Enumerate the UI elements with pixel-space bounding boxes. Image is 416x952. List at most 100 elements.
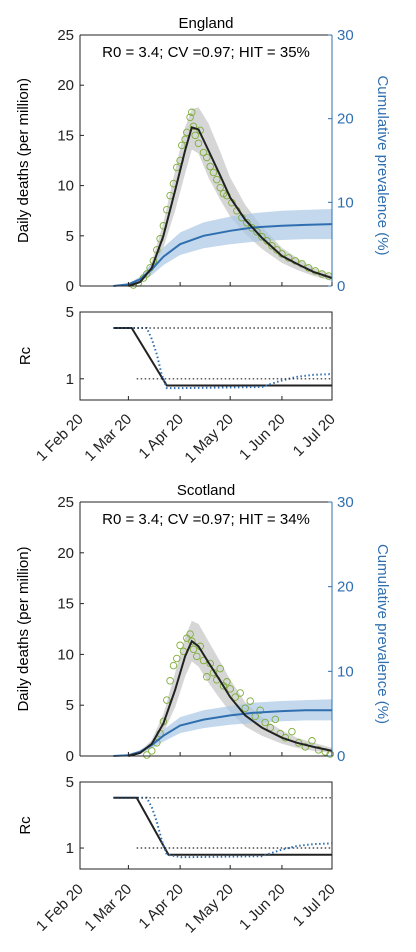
observed-death-marker xyxy=(188,108,196,117)
observed-death-marker xyxy=(263,237,271,245)
rc-estimate-line xyxy=(113,327,333,390)
observed-death-marker xyxy=(169,661,178,670)
right-axis-label: Cumulative prevalence (%) xyxy=(374,75,391,255)
observed-death-marker xyxy=(203,673,211,681)
observed-death-marker xyxy=(253,228,261,236)
right-axis-label: Cumulative prevalence (%) xyxy=(374,544,391,724)
observed-death-marker xyxy=(143,751,151,759)
left-tick-label: 20 xyxy=(57,545,74,562)
left-tick-label: 0 xyxy=(66,748,74,765)
observed-death-marker xyxy=(301,743,310,751)
left-tick-label: 15 xyxy=(57,596,74,613)
observed-death-marker xyxy=(243,218,251,227)
observed-death-marker xyxy=(246,697,254,705)
x-tick-label: 1 Apr 20 xyxy=(135,881,187,933)
left-tick-label: 20 xyxy=(57,77,74,94)
x-tick-label: 1 May 20 xyxy=(181,411,237,467)
right-tick-label: 0 xyxy=(337,748,345,765)
panel-title: Scotland xyxy=(177,482,235,499)
observed-death-marker xyxy=(223,678,231,686)
rc-estimate-line xyxy=(113,796,333,859)
observed-death-marker xyxy=(188,637,196,645)
left-tick-label: 15 xyxy=(57,127,74,144)
x-tick-label: 1 Jul 20 xyxy=(290,411,339,460)
deaths-fit-line xyxy=(128,639,333,757)
x-tick-label: 1 Jun 20 xyxy=(236,881,289,934)
x-tick-label: 1 Jul 20 xyxy=(290,881,339,930)
observed-death-marker xyxy=(216,664,224,673)
x-tick-label: 1 Mar 20 xyxy=(81,411,135,465)
deaths-confidence-band xyxy=(128,620,332,756)
right-tick-label: 10 xyxy=(337,194,354,211)
observed-death-marker xyxy=(143,270,151,278)
prevalence-line xyxy=(113,223,333,287)
observed-death-marker xyxy=(189,645,198,654)
rc-model-line xyxy=(113,327,332,387)
observed-death-marker xyxy=(173,654,181,663)
observed-death-marker xyxy=(189,122,198,131)
left-tick-label: 0 xyxy=(66,278,74,295)
left-tick-label: 10 xyxy=(57,178,74,195)
observed-death-marker xyxy=(186,113,194,122)
observed-death-marker xyxy=(268,242,276,250)
left-tick-label: 10 xyxy=(57,646,74,663)
observed-death-marker xyxy=(178,141,186,150)
left-tick-label: 25 xyxy=(57,494,74,511)
rc-tick-label: 5 xyxy=(66,774,74,791)
observed-death-marker xyxy=(308,737,316,745)
right-tick-label: 30 xyxy=(337,27,354,44)
right-tick-label: 20 xyxy=(337,111,354,128)
observed-death-marker xyxy=(271,715,280,724)
observed-death-marker xyxy=(288,727,296,736)
observed-death-marker xyxy=(231,693,239,701)
right-tick-label: 10 xyxy=(337,663,354,680)
x-tick-label: 1 May 20 xyxy=(181,881,237,937)
panel-title: England xyxy=(178,15,233,32)
observed-death-marker xyxy=(241,704,249,712)
observed-death-marker xyxy=(163,696,171,704)
parameter-annotation: R0 = 3.4; CV =0.97; HIT = 34% xyxy=(102,511,310,528)
rc-axis-label: Rc xyxy=(17,346,34,365)
rc-model-line xyxy=(113,796,332,856)
observed-death-marker xyxy=(186,630,194,638)
left-tick-label: 5 xyxy=(66,228,74,245)
right-tick-label: 0 xyxy=(337,278,345,295)
observed-death-marker xyxy=(273,246,281,254)
left-tick-label: 5 xyxy=(66,697,74,714)
rc-axis-label: Rc xyxy=(17,816,34,835)
right-tick-label: 30 xyxy=(337,494,354,511)
observed-death-marker xyxy=(256,706,264,715)
observed-death-marker xyxy=(236,689,244,697)
left-axis-label: Daily deaths (per million) xyxy=(15,78,32,243)
observed-death-marker xyxy=(203,153,211,162)
observed-death-marker xyxy=(314,746,323,754)
prevalence-confidence-band xyxy=(113,209,333,286)
left-tick-label: 25 xyxy=(57,27,74,44)
observed-death-marker xyxy=(209,168,218,177)
rc-tick-label: 1 xyxy=(66,371,74,388)
rc-tick-label: 5 xyxy=(66,304,74,321)
observed-death-marker xyxy=(261,718,269,727)
deaths-fit-line xyxy=(128,126,333,287)
observed-death-marker xyxy=(258,233,266,241)
observed-death-marker xyxy=(148,747,156,755)
observed-death-marker xyxy=(166,677,174,685)
observed-death-marker xyxy=(226,685,234,693)
observed-death-marker xyxy=(194,139,203,148)
prevalence-line xyxy=(113,709,332,757)
observed-death-marker xyxy=(191,131,199,140)
observed-death-marker xyxy=(216,183,224,192)
x-tick-label: 1 Jun 20 xyxy=(236,411,289,464)
parameter-annotation: R0 = 3.4; CV =0.97; HIT = 35% xyxy=(102,44,310,61)
x-tick-label: 1 Feb 20 xyxy=(33,881,87,935)
observed-death-marker xyxy=(176,641,184,650)
observed-death-marker xyxy=(206,162,214,171)
prevalence-confidence-band xyxy=(113,699,333,756)
x-tick-label: 1 Feb 20 xyxy=(33,411,87,465)
left-axis-label: Daily deaths (per million) xyxy=(15,546,32,711)
rc-axes-frame xyxy=(79,781,333,870)
rc-axes-frame xyxy=(79,311,333,401)
right-tick-label: 20 xyxy=(337,579,354,596)
observed-death-marker xyxy=(213,175,221,184)
